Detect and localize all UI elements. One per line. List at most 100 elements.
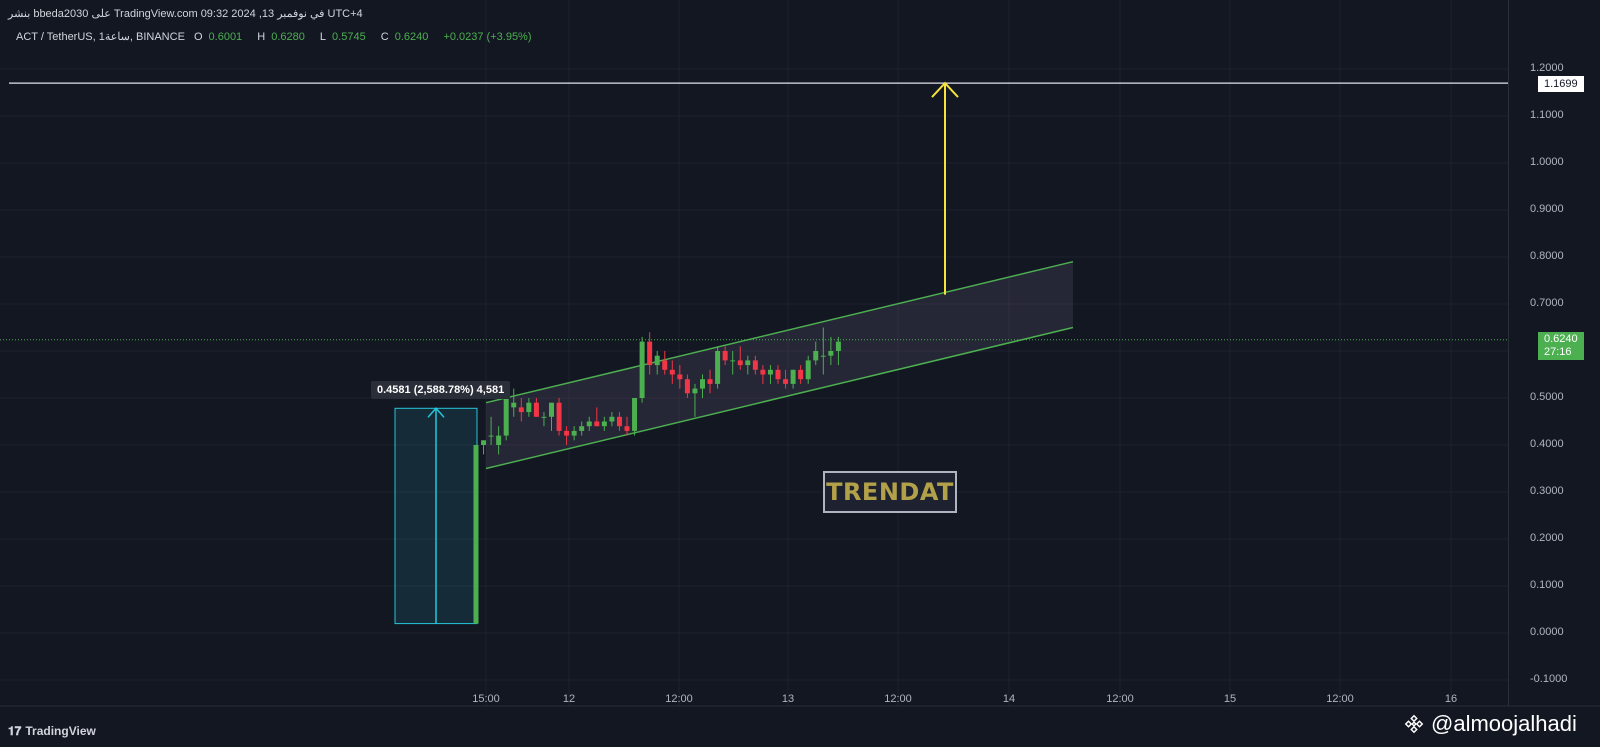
tradingview-footer[interactable]: 𝟏𝟕 TradingView (8, 724, 96, 739)
candle-body (775, 369, 781, 380)
candle (669, 360, 675, 384)
price-axis-label: 0.1000 (1530, 579, 1564, 591)
symbol-name[interactable]: ACT / TetherUS, 1ساعة, BINANCE (16, 31, 185, 43)
price-axis-label: 0.8000 (1530, 250, 1564, 262)
candle-body (805, 360, 811, 380)
candle-body (715, 351, 721, 384)
current-price-value: 0.6240 (1544, 333, 1578, 345)
candle (579, 421, 585, 436)
candle (594, 407, 600, 427)
candle-body (571, 430, 577, 436)
measure-label: 0.4581 (2,588.78%) 4,581 (371, 381, 511, 399)
time-axis-label: 12:00 (884, 693, 912, 705)
price-axis-label: 0.3000 (1530, 485, 1564, 497)
binance-logo-icon (1404, 714, 1424, 734)
candle (775, 365, 781, 384)
candle (828, 336, 834, 366)
price-axis-label: 0.7000 (1530, 297, 1564, 309)
price-axis-label: 0.0000 (1530, 626, 1564, 638)
measure-tool (394, 407, 478, 625)
price-axis-label: -0.1000 (1530, 673, 1568, 685)
target-arrow (931, 81, 959, 295)
candle-body (654, 355, 660, 366)
candle-body (798, 369, 804, 380)
candle (692, 383, 698, 417)
tradingview-logo-icon: 𝟏𝟕 (8, 724, 22, 738)
candle (700, 374, 705, 398)
candle (684, 374, 690, 398)
candle (541, 412, 547, 427)
candle-body (579, 426, 585, 431)
channel-lower-line (485, 326, 1074, 470)
candle (715, 346, 721, 389)
price-axis-label: 1.2000 (1530, 62, 1564, 74)
candle-body (722, 351, 728, 361)
price-axis-label: 1.1000 (1530, 109, 1564, 121)
candle-body (556, 402, 562, 431)
candle-body (647, 341, 653, 366)
tradingview-brand: TradingView (25, 724, 96, 738)
candle-countdown: 27:16 (1544, 346, 1572, 358)
candle (767, 365, 773, 384)
candle-body (790, 369, 796, 384)
candle-body (601, 421, 607, 427)
candle-body (616, 416, 622, 427)
candle-body (737, 360, 743, 366)
time-axis-label: 12:00 (1106, 693, 1134, 705)
time-axis-label: 15 (1223, 693, 1237, 705)
author-watermark: @almoojalhadi (1403, 711, 1577, 737)
symbol-legend[interactable]: ACT / TetherUS, 1ساعة, BINANCE O 0.6001 H… (16, 30, 538, 43)
candle (752, 355, 758, 375)
candle-body (549, 402, 554, 417)
candle-body (752, 360, 758, 370)
candle-body (662, 360, 668, 370)
candle-body (813, 351, 819, 361)
candle-body (820, 355, 826, 357)
price-axis-label: 0.9000 (1530, 203, 1564, 215)
candle (798, 365, 804, 384)
low-label: L (319, 31, 327, 43)
candle-body (624, 426, 630, 431)
candle-body (760, 369, 766, 375)
open-label: O (193, 31, 203, 43)
time-axis-label: 12 (562, 693, 576, 705)
time-axis-label: 14 (1002, 693, 1016, 705)
candle (586, 416, 592, 431)
candle (813, 341, 819, 366)
time-axis-label: 13 (781, 693, 795, 705)
close-value: 0.6240 (394, 31, 429, 43)
candle (564, 426, 570, 445)
candle (760, 365, 766, 384)
measure-arrow-head (427, 407, 445, 418)
candle (783, 369, 789, 389)
price-axis-label: 0.2000 (1530, 532, 1564, 544)
candle-body (488, 435, 494, 437)
candle-body (745, 360, 751, 366)
candle-body (496, 435, 502, 445)
high-value: 0.6280 (271, 31, 305, 43)
candle (737, 346, 743, 370)
candle-body (594, 421, 600, 427)
candle-body (609, 416, 615, 422)
candle (820, 327, 826, 375)
candle (654, 351, 660, 375)
candle (481, 440, 487, 455)
candle (790, 369, 796, 389)
candle (549, 402, 554, 431)
candle-body (692, 388, 698, 394)
candle (571, 426, 577, 441)
candle (496, 426, 502, 455)
high-label: H (257, 31, 266, 43)
time-axis-label: 12:00 (1326, 693, 1354, 705)
time-axis-label: 12:00 (665, 693, 693, 705)
candle (533, 398, 539, 417)
price-axis-label: 1.0000 (1530, 156, 1564, 168)
candle (730, 351, 736, 375)
candle-body (767, 369, 773, 375)
candle (707, 369, 713, 394)
candle (722, 346, 728, 366)
open-value: 0.6001 (208, 31, 243, 43)
candle (526, 398, 532, 417)
candle-body (835, 341, 841, 351)
